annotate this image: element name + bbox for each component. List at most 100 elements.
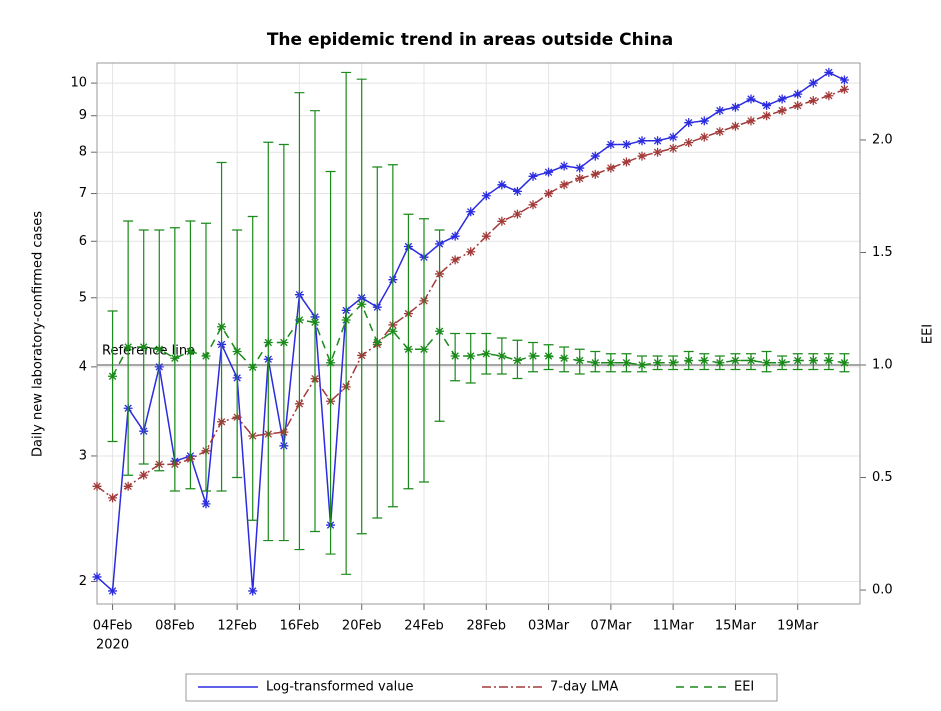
series-line [111,302,845,377]
y2-tick-label: 0.0 [872,583,893,598]
data-point [668,132,678,142]
data-point [699,116,709,126]
data-point [466,247,476,257]
data-point [466,207,476,217]
data-point [590,358,600,368]
legend-label: Log-transformed value [266,680,414,695]
data-point [699,356,709,366]
data-point [746,94,756,104]
data-point [637,151,647,161]
x-tick-label: 19Mar [777,619,819,634]
data-point [621,140,631,150]
data-point [139,342,149,352]
data-point [730,356,740,366]
data-point [715,127,725,137]
data-point [232,347,242,357]
plot-frame [96,62,861,605]
data-point [92,481,102,491]
data-point [824,356,834,366]
data-point [684,118,694,128]
data-point [372,338,382,348]
data-point [808,96,818,106]
data-point [575,356,585,366]
data-point [684,138,694,148]
data-point [559,161,569,171]
data-point [450,231,460,241]
y-tick-label: 4 [79,359,87,374]
data-point [217,322,227,332]
data-point [201,351,211,361]
data-point [777,94,787,104]
data-point [777,358,787,368]
data-point [497,216,507,226]
data-point [668,358,678,368]
data-point [481,191,491,201]
data-point [294,315,304,325]
data-point [497,351,507,361]
data-point [185,347,195,357]
x-tick-label: 12Feb [217,619,257,634]
data-point [715,358,725,368]
data-point [123,342,133,352]
data-point [263,338,273,348]
data-point [544,351,554,361]
x-year-label: 2020 [96,638,129,653]
data-point [108,371,118,381]
error-bar [434,229,445,422]
data-point [403,344,413,354]
data-point [528,200,538,210]
data-point [621,157,631,167]
data-point [279,338,289,348]
data-point [746,116,756,126]
data-point [170,353,180,363]
data-point [621,358,631,368]
x-tick-label: 20Feb [342,619,382,634]
y-tick-label: 8 [79,145,87,160]
data-point [684,356,694,366]
x-tick-label: 04Feb [93,619,133,634]
y2-axis-label: EEI [921,324,936,344]
data-point [824,91,834,101]
data-point [123,481,133,491]
data-point [92,572,102,582]
data-point [559,180,569,190]
error-bar [387,164,398,508]
y-tick-label: 9 [79,108,87,123]
data-point [575,163,585,173]
data-point [544,167,554,177]
data-point [544,189,554,199]
data-point [808,78,818,88]
y-tick-label: 2 [79,574,87,589]
data-point [139,470,149,480]
data-point [746,356,756,366]
data-point [575,173,585,183]
data-point [357,299,367,309]
data-point [839,75,849,85]
data-point [839,84,849,94]
data-point [606,358,616,368]
data-point [108,493,118,503]
y2-tick-label: 0.5 [872,470,893,485]
data-point [637,360,647,370]
data-point [793,101,803,111]
data-point [528,351,538,361]
data-point [388,326,398,336]
data-point [808,356,818,366]
data-point [481,231,491,241]
data-point [450,351,460,361]
y-tick-label: 3 [79,448,87,463]
data-point [481,349,491,359]
data-point [762,101,772,111]
data-point [310,317,320,327]
data-point [590,151,600,161]
x-tick-label: 28Feb [467,619,507,634]
data-point [108,586,118,596]
x-tick-label: 15Mar [715,619,757,634]
data-point [637,136,647,146]
data-point [248,362,258,372]
x-tick-label: 03Mar [528,619,570,634]
data-point [699,132,709,142]
y-tick-label: 10 [70,76,87,91]
